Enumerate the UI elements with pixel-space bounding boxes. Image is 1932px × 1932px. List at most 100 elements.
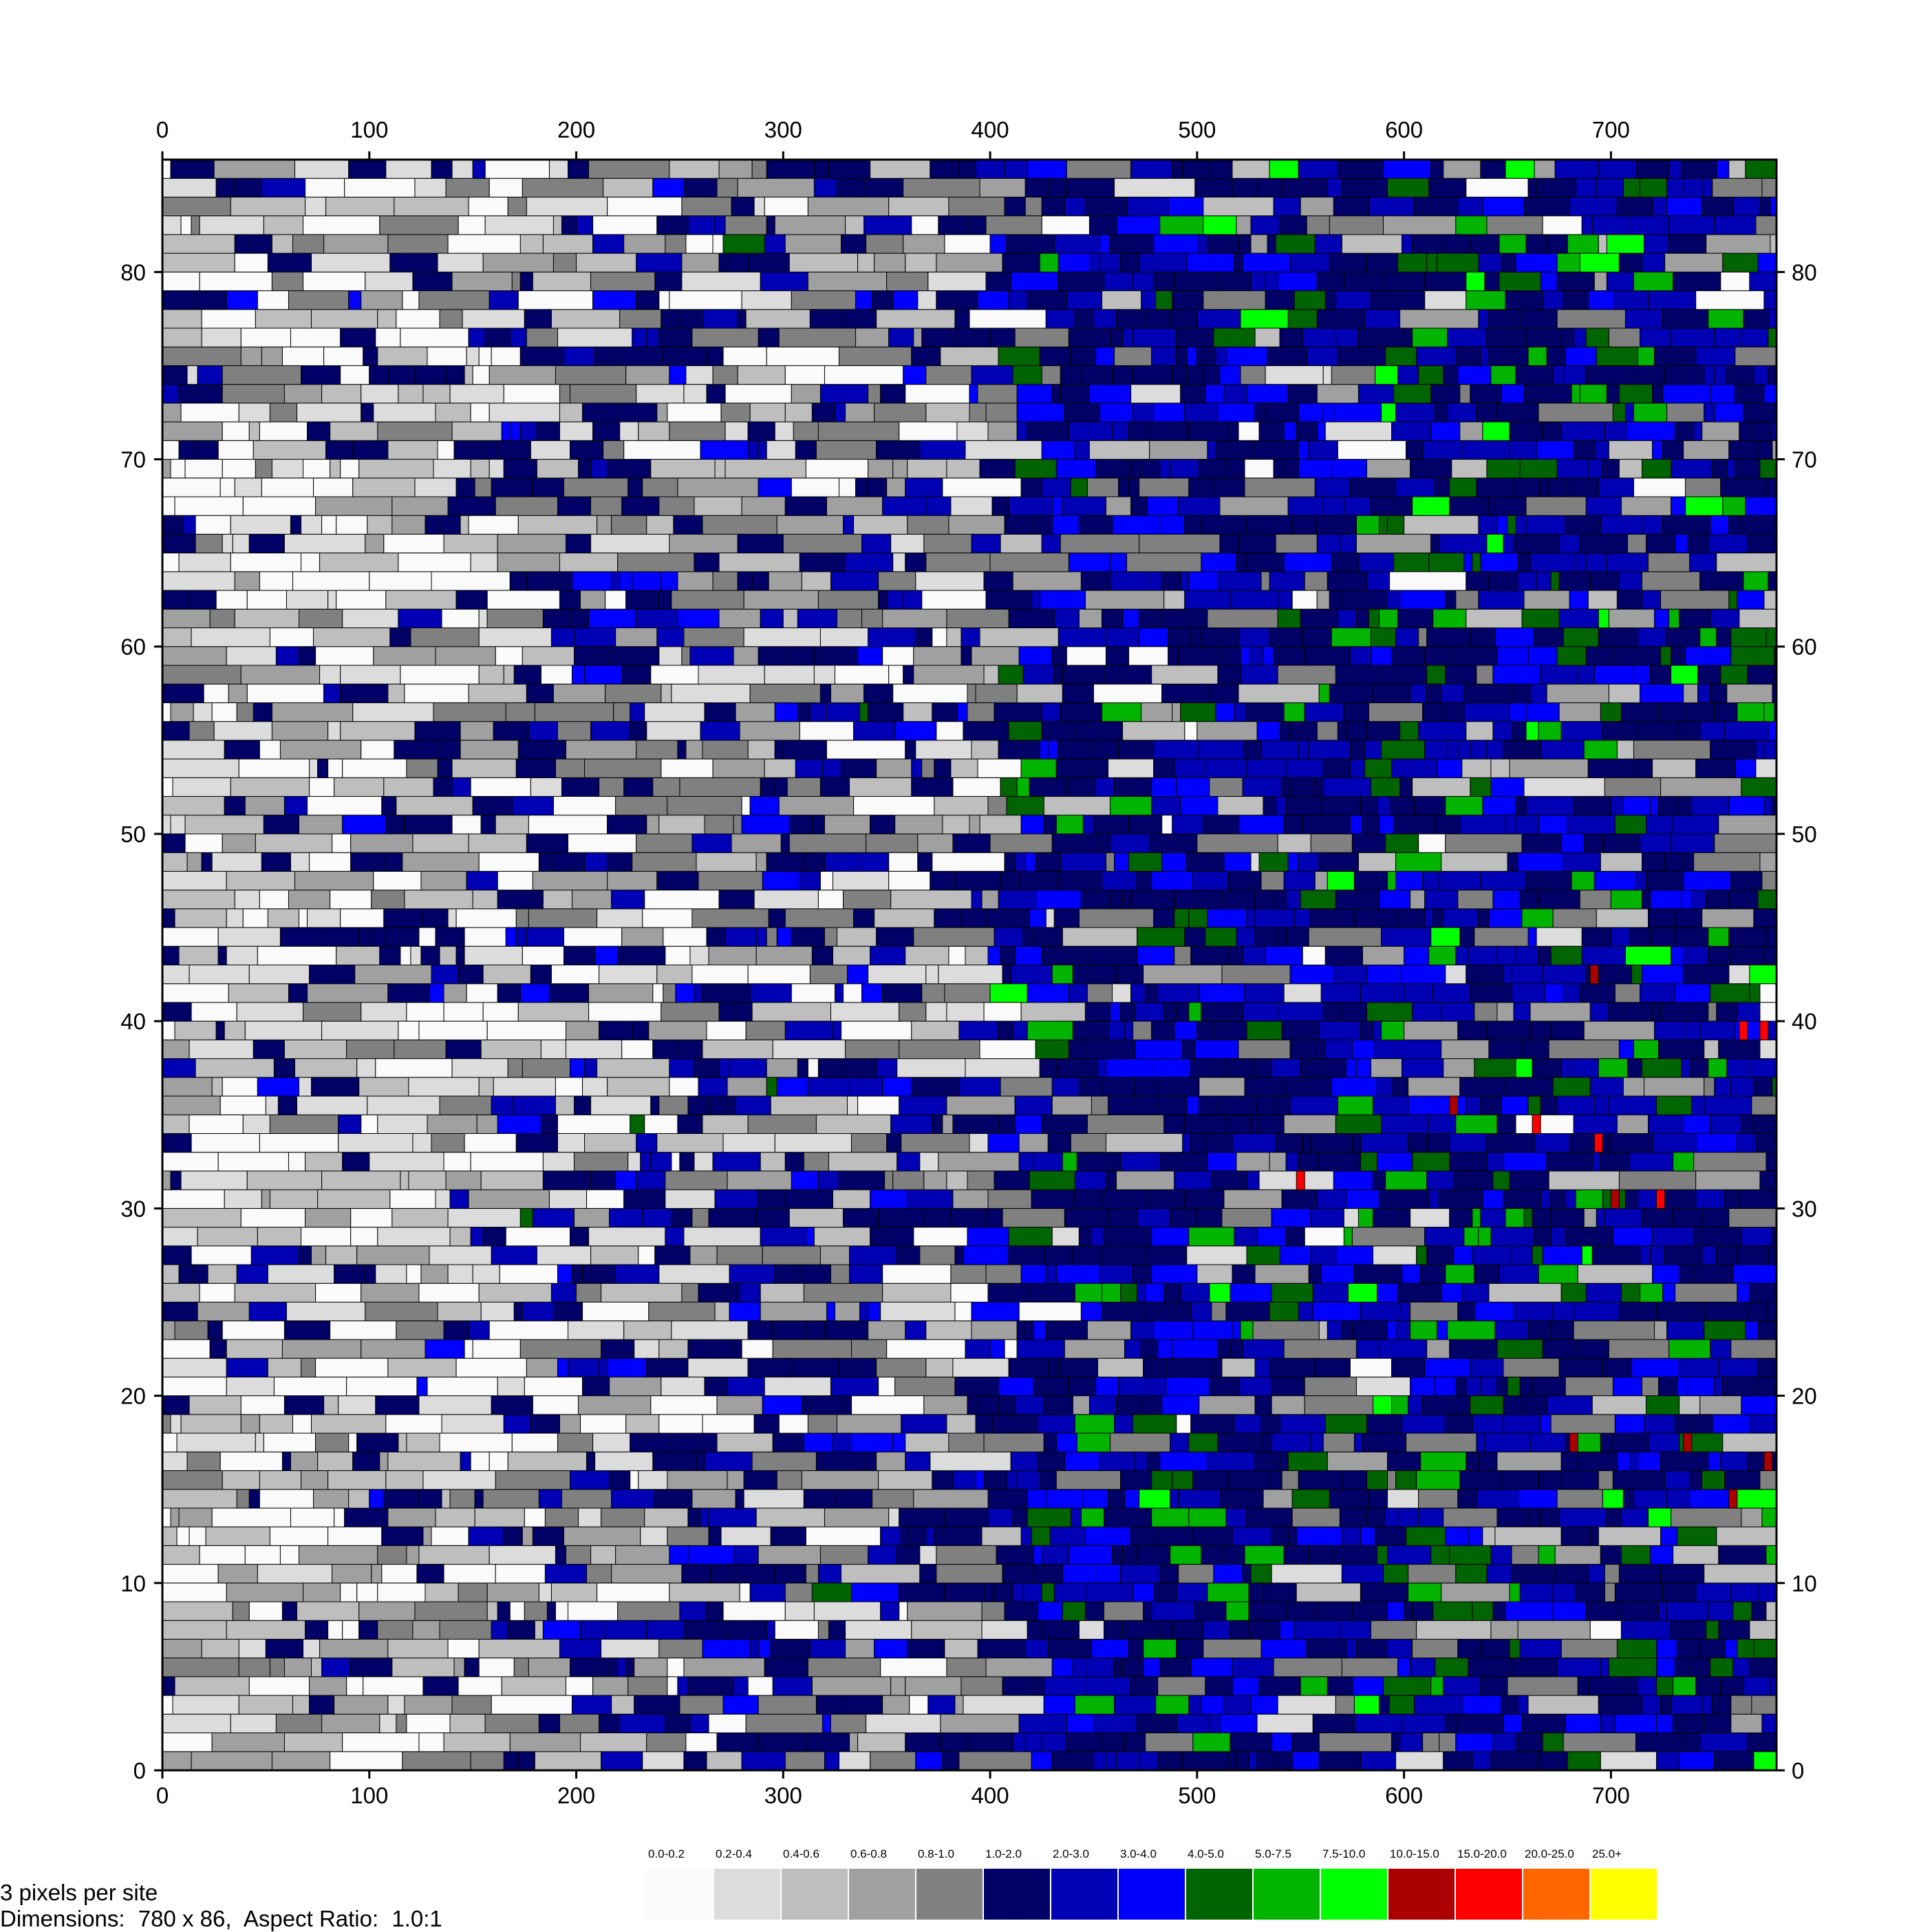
heatmap-cell (315, 1282, 362, 1302)
heatmap-cell (377, 1114, 428, 1134)
heatmap-cell (1192, 1526, 1233, 1546)
heatmap-cell (601, 1751, 643, 1771)
heatmap-cell (1633, 1039, 1660, 1060)
heatmap-cell (162, 833, 186, 853)
heatmap-cell (905, 945, 949, 966)
heatmap-cell (1335, 1245, 1373, 1265)
heatmap-cell (981, 1526, 1022, 1546)
heatmap-cell (1525, 796, 1574, 816)
heatmap-cell (1225, 1301, 1270, 1322)
heatmap-cell (747, 965, 811, 985)
heatmap-cell (170, 159, 215, 179)
heatmap-cell (1391, 1077, 1409, 1097)
heatmap-cell (162, 178, 217, 197)
heatmap-cell (1441, 683, 1465, 703)
heatmap-cell (275, 1713, 323, 1734)
heatmap-cell (1153, 402, 1185, 422)
heatmap-cell (1673, 1545, 1719, 1565)
heatmap-cell (1159, 1657, 1192, 1677)
heatmap-cell (1349, 646, 1372, 666)
heatmap-cell (770, 1638, 811, 1659)
heatmap-cell (224, 796, 246, 816)
heatmap-cell (162, 1620, 227, 1640)
heatmap-cell (1749, 1414, 1777, 1434)
heatmap-cell (1480, 552, 1518, 572)
heatmap-cell (439, 1620, 492, 1640)
heatmap-cell (737, 309, 747, 329)
heatmap-cell (1254, 1264, 1309, 1284)
heatmap-cell (1412, 1152, 1450, 1172)
heatmap-cell (572, 571, 612, 591)
heatmap-cell (776, 515, 844, 535)
heatmap-cell (944, 1507, 989, 1527)
heatmap-cell (1012, 365, 1042, 385)
heatmap-cell (162, 665, 242, 685)
heatmap-cell (503, 459, 537, 479)
heatmap-cell (550, 1582, 598, 1602)
heatmap-cell (1666, 402, 1705, 422)
heatmap-cell (530, 965, 552, 985)
heatmap-cell (1355, 533, 1432, 554)
heatmap-cell (1068, 1545, 1113, 1565)
heatmap-cell (1213, 1020, 1247, 1040)
heatmap-cell (1476, 1432, 1485, 1452)
heatmap-cell (658, 496, 695, 516)
heatmap-cell (1242, 1002, 1278, 1022)
heatmap-cell (1383, 1676, 1432, 1696)
heatmap-cell (817, 1564, 842, 1584)
heatmap-cell (805, 1732, 850, 1752)
heatmap-cell (1604, 1582, 1616, 1602)
heatmap-cell (987, 421, 1018, 441)
heatmap-cell (1379, 815, 1395, 835)
x-tick-label-bottom: 400 (972, 1783, 1009, 1808)
heatmap-cell (1755, 215, 1777, 235)
heatmap-cell (1496, 1507, 1529, 1527)
heatmap-cell (1470, 983, 1512, 1003)
heatmap-cell (1170, 459, 1200, 479)
heatmap-cell (1106, 646, 1130, 666)
heatmap-cell (1652, 758, 1697, 778)
heatmap-cell (162, 1451, 188, 1471)
heatmap-cell (290, 1507, 335, 1527)
heatmap-cell (1149, 833, 1198, 853)
heatmap-cell (1596, 178, 1624, 197)
heatmap-cell (989, 552, 1069, 572)
heatmap-cell (1507, 852, 1518, 872)
heatmap-cell (555, 1077, 583, 1097)
heatmap-cell (1432, 608, 1467, 629)
heatmap-cell (1648, 552, 1690, 572)
heatmap-cell (1047, 740, 1059, 760)
heatmap-cell (745, 1713, 823, 1734)
heatmap-cell (248, 1489, 260, 1509)
heatmap-cell (1238, 421, 1260, 441)
heatmap-cell (365, 533, 385, 554)
heatmap-cell (1509, 758, 1589, 778)
heatmap-cell (735, 1489, 744, 1509)
heatmap-cell (557, 1264, 573, 1284)
heatmap-cell (894, 721, 937, 741)
heatmap-cell (162, 1414, 171, 1434)
heatmap-cell (784, 1751, 825, 1771)
heatmap-cell (1683, 870, 1732, 891)
heatmap-cell (1455, 215, 1488, 235)
heatmap-cell (1273, 1657, 1342, 1677)
heatmap-cell (1608, 683, 1640, 703)
heatmap-cell (199, 271, 272, 292)
heatmap-cell (478, 1077, 494, 1097)
heatmap-cell (458, 965, 484, 985)
heatmap-cell (1174, 890, 1223, 910)
heatmap-cell (1652, 1133, 1697, 1153)
heatmap-cell (919, 1245, 956, 1265)
heatmap-cell (538, 1713, 560, 1734)
heatmap-cell (1635, 159, 1670, 179)
heatmap-cell (1671, 646, 1686, 666)
heatmap-cell (669, 421, 726, 441)
heatmap-cell (1486, 1020, 1531, 1040)
heatmap-cell (1300, 1058, 1346, 1078)
heatmap-cell (1695, 1189, 1726, 1209)
heatmap-cell (352, 477, 416, 497)
heatmap-cell (1062, 496, 1107, 516)
heatmap-cell (1377, 1545, 1388, 1565)
heatmap-cell (793, 421, 819, 441)
heatmap-cell (437, 740, 461, 760)
